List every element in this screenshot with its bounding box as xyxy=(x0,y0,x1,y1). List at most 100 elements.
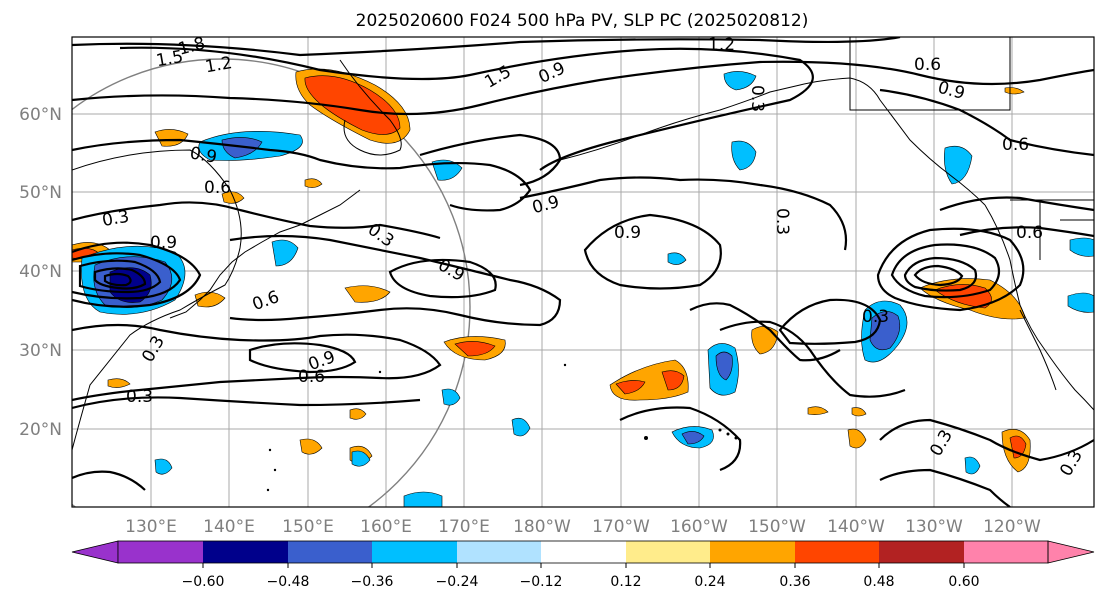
lon-label-180w: 180°W xyxy=(513,517,571,537)
contour-label: 0.3 xyxy=(747,85,767,112)
negative-pv-anomaly-tiny-8 xyxy=(351,450,371,467)
contour-0-3-south xyxy=(72,396,421,410)
colorbar-ticks xyxy=(202,563,965,568)
contour-label: 0.9 xyxy=(150,233,177,253)
lon-label-150e: 150°E xyxy=(282,517,334,537)
colorbar-bin xyxy=(457,541,541,563)
contour-label: 1.8 xyxy=(176,33,207,59)
lon-label-160w: 160°W xyxy=(670,517,728,537)
coastline-north-america-west xyxy=(984,204,1094,411)
contour-0-3-southeast xyxy=(879,468,1011,507)
positive-pv-anomaly-japan-south xyxy=(299,438,323,455)
lon-label-140w: 140°W xyxy=(827,517,885,537)
contour-0-9-ring-170e xyxy=(388,258,497,299)
colorbar-extend-left xyxy=(71,540,119,564)
coastlines xyxy=(72,37,1094,451)
reference-circle xyxy=(72,58,471,507)
negative-pv-anomaly-tiny-5 xyxy=(441,388,461,406)
negative-pv-anomaly-hawaii-core xyxy=(681,431,705,445)
negative-pv-anomaly-tiny-11 xyxy=(964,456,981,475)
lon-label-140e: 140°E xyxy=(203,517,255,537)
negative-pv-anomaly-tiny-1 xyxy=(723,71,757,91)
negative-pv-anomaly-tiny-9 xyxy=(403,491,443,507)
coastline-kuril-japan xyxy=(169,189,361,319)
contour-0-9-central-low xyxy=(583,213,722,290)
lat-label-40n: 40°N xyxy=(19,262,62,282)
border-us-canada xyxy=(1010,199,1094,260)
contour-label: 0.3 xyxy=(862,307,889,327)
positive-pv-anomaly-kamchatka-small xyxy=(154,129,189,147)
colorbar-bin xyxy=(879,541,964,563)
island-dot xyxy=(644,436,648,440)
negative-pv-anomaly-east-pacific-core xyxy=(869,311,901,351)
island-dot xyxy=(563,363,567,367)
colorbar-tick-label: 0.48 xyxy=(863,574,894,590)
lat-label-50n: 50°N xyxy=(19,183,62,203)
contour-0-9-mid xyxy=(519,176,848,251)
contour-0-3-mid-ocean xyxy=(419,133,562,187)
island-dot xyxy=(268,448,272,452)
colorbar-frame xyxy=(117,540,1049,564)
contour-label: 0.9 xyxy=(188,143,218,167)
island-dot xyxy=(726,432,730,436)
contour-0-6-california-low-2 xyxy=(890,243,1001,299)
positive-pv-anomaly-tiny-4 xyxy=(349,408,367,420)
negative-pv-anomaly-tiny-6 xyxy=(511,417,531,437)
lon-label-170e: 170°E xyxy=(438,517,490,537)
contour-label: 1.2 xyxy=(708,35,735,55)
contour-japan-low-5 xyxy=(103,272,132,287)
contour-0-9-california-low-3 xyxy=(903,256,978,292)
colorbar-tick-label: −0.12 xyxy=(520,574,563,590)
negative-pv-anomaly-tiny-13 xyxy=(1069,237,1094,257)
contour-japan-low-2 xyxy=(72,252,182,300)
lon-label-150w: 150°W xyxy=(748,517,806,537)
contour-label: 0.6 xyxy=(1016,223,1043,243)
coastline-baja xyxy=(1019,309,1057,391)
positive-pv-anomaly-170e-core xyxy=(454,341,496,357)
positive-pv-anomaly-tiny-6 xyxy=(851,407,867,417)
lat-label-20n: 20°N xyxy=(19,420,62,440)
coastline-kamchatka xyxy=(339,59,402,156)
colorbar: −0.60 −0.48 −0.36 −0.24 −0.12 0.12 0.24 … xyxy=(71,540,1095,590)
contour-0-9-subtropical-ring xyxy=(248,342,357,374)
colorbar-tick-label: 0.24 xyxy=(694,574,725,590)
contour-0-6-northeast xyxy=(879,88,1094,157)
colorbar-bin xyxy=(795,541,879,563)
colorbar-tick-labels: −0.60 −0.48 −0.36 −0.24 −0.12 0.12 0.24 … xyxy=(182,574,980,590)
colorbar-tick-label: 0.36 xyxy=(779,574,810,590)
positive-pv-anomaly-gulf-of-alaska-west xyxy=(295,68,411,144)
coastline-north-canada xyxy=(849,37,1011,111)
coastline-alaska xyxy=(559,77,986,206)
contour-japan-low-4 xyxy=(93,267,147,290)
island-dot xyxy=(273,468,277,472)
coastline-asia xyxy=(72,149,242,451)
negative-pv-anomaly-tiny-12 xyxy=(1067,292,1094,313)
colorbar-tick-label: 0.12 xyxy=(610,574,641,590)
contour-label: 0.3 xyxy=(772,208,792,235)
contour-0-9-north xyxy=(72,60,1094,116)
contour-1-2-north xyxy=(72,37,901,57)
lon-label-160e: 160°E xyxy=(360,517,412,537)
contour-label: 0.6 xyxy=(914,55,941,75)
contour-0-6-north xyxy=(72,138,532,212)
contour-label: 0.3 xyxy=(126,387,153,407)
positive-pv-anomaly-tiny-1 xyxy=(107,378,131,388)
colorbar-bin xyxy=(541,541,626,563)
negative-pv-anomaly-hawaii-north-core xyxy=(715,351,733,381)
pv-anomaly-shading xyxy=(72,68,1094,507)
negative-pv-anomaly-tiny-3 xyxy=(431,159,463,181)
colorbar-bin xyxy=(118,541,203,563)
positive-pv-anomaly-150w-south xyxy=(847,428,867,449)
figure-title: 2025020600 F024 500 hPa PV, SLP PC (2025… xyxy=(356,11,809,31)
map-panel: 1.8 1.5 1.2 1.2 1.5 0.9 0.6 0.9 0.6 0.9 … xyxy=(71,33,1095,508)
contour-label: 0.3 xyxy=(101,207,131,231)
contour-label: 0.6 xyxy=(204,178,231,198)
negative-pv-anomaly-tiny-14 xyxy=(667,252,687,265)
contour-1-5-north xyxy=(119,46,814,171)
colorbar-tick-label: −0.48 xyxy=(267,574,310,590)
contour-japan-low-1 xyxy=(72,241,202,308)
map-frame xyxy=(71,36,1095,508)
contour-south-west xyxy=(72,470,146,491)
contour-label: 0.9 xyxy=(614,223,641,243)
